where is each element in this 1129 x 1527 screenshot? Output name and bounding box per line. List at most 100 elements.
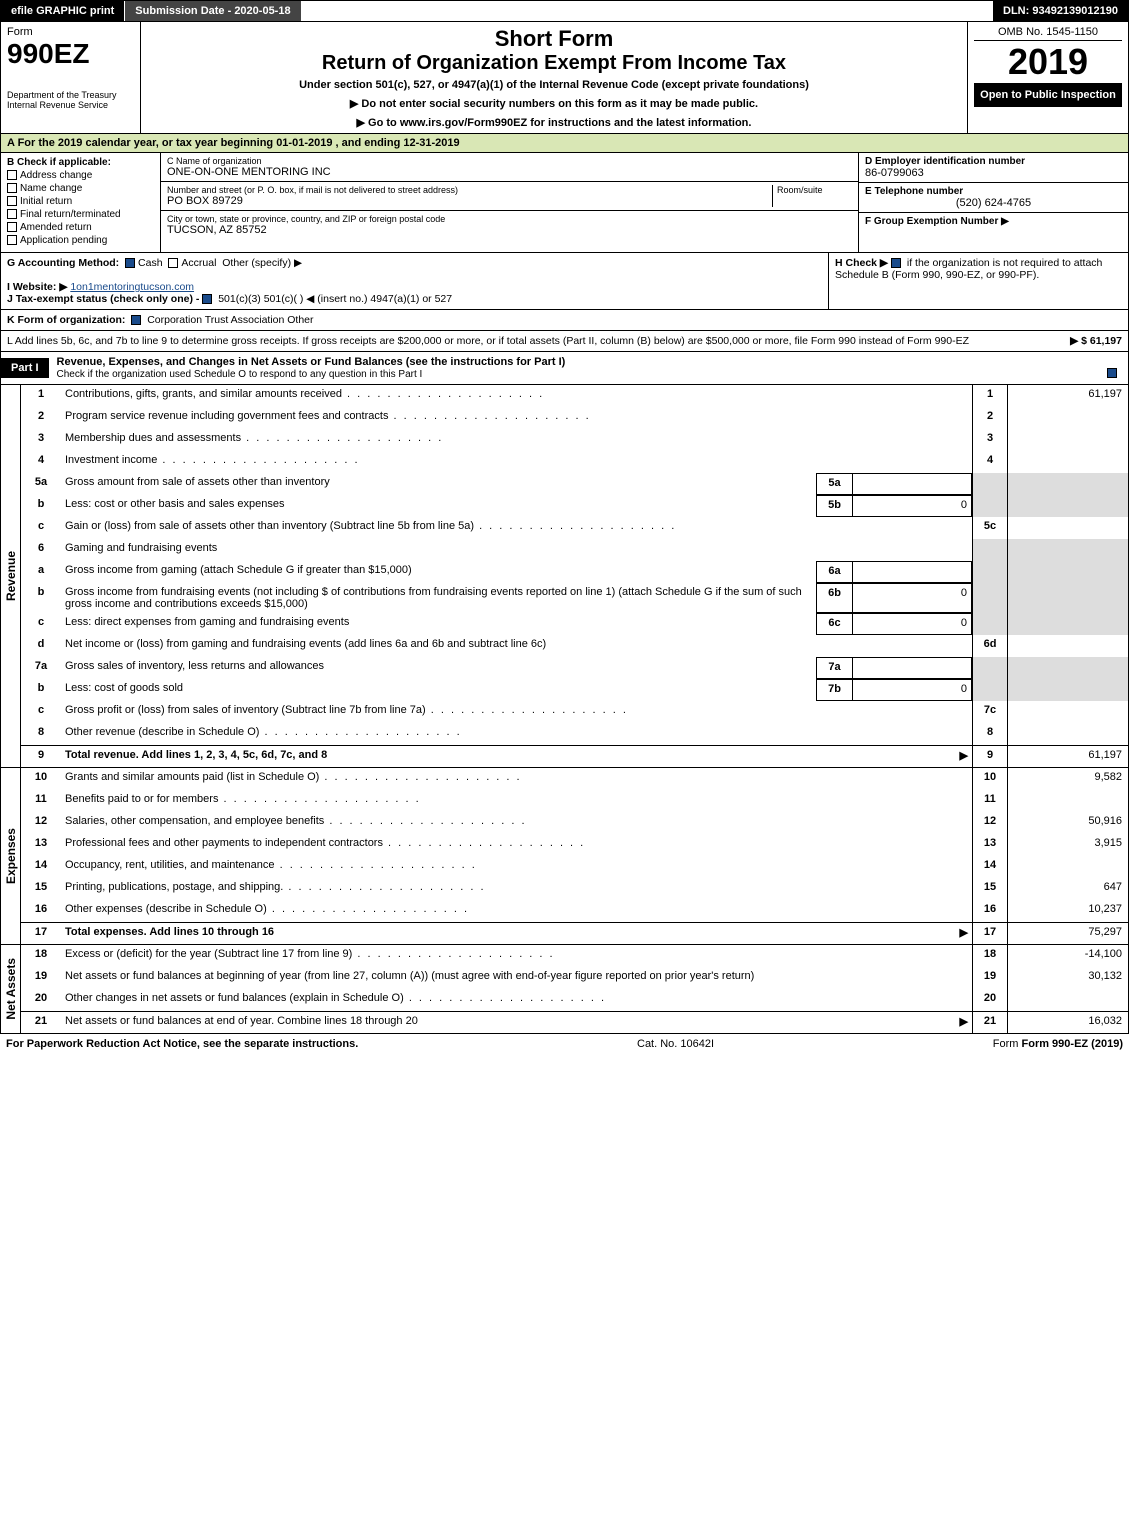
chk-application-pending[interactable]: Application pending xyxy=(7,235,154,246)
org-name: ONE-ON-ONE MENTORING INC xyxy=(167,166,852,178)
line-7b-val: 0 xyxy=(852,679,972,701)
chk-corporation[interactable] xyxy=(131,315,141,325)
box-k: K Form of organization: Corporation Trus… xyxy=(1,310,1128,331)
box-c: C Name of organization ONE-ON-ONE MENTOR… xyxy=(161,153,858,252)
line-9-desc: Total revenue. Add lines 1, 2, 3, 4, 5c,… xyxy=(61,746,972,767)
line-11-desc: Benefits paid to or for members xyxy=(61,790,972,812)
line-5c-desc: Gain or (loss) from sale of assets other… xyxy=(61,517,972,539)
gh-row: G Accounting Method: Cash Accrual Other … xyxy=(0,253,1129,310)
netassets-section: Net Assets 18Excess or (deficit) for the… xyxy=(1,945,1128,1033)
chk-address-change[interactable]: Address change xyxy=(7,170,154,181)
box-c-name-label: C Name of organization xyxy=(167,156,852,166)
line-16-val: 10,237 xyxy=(1008,900,1128,922)
line-17-desc: Total expenses. Add lines 10 through 16 … xyxy=(61,923,972,944)
line-13-desc: Professional fees and other payments to … xyxy=(61,834,972,856)
phone: (520) 624-4765 xyxy=(865,197,1122,209)
irs-label: Internal Revenue Service xyxy=(7,100,134,110)
line-16-desc: Other expenses (describe in Schedule O) xyxy=(61,900,972,922)
box-f-label: F Group Exemption Number ▶ xyxy=(865,216,1122,227)
line-21-desc: Net assets or fund balances at end of ye… xyxy=(61,1012,972,1033)
line-6a-val xyxy=(852,561,972,583)
line-6b-val: 0 xyxy=(852,583,972,613)
gross-receipts: ▶ $ 61,197 xyxy=(1070,335,1122,347)
box-c-addr-label: Number and street (or P. O. box, if mail… xyxy=(167,185,772,195)
line-12-val: 50,916 xyxy=(1008,812,1128,834)
cat-no: Cat. No. 10642I xyxy=(637,1038,714,1050)
right-header-cell: OMB No. 1545-1150 2019 Open to Public In… xyxy=(968,22,1128,133)
chk-schedule-b[interactable] xyxy=(891,258,901,268)
line-1-val: 61,197 xyxy=(1008,385,1128,407)
line-4-val xyxy=(1008,451,1128,473)
box-c-city-label: City or town, state or province, country… xyxy=(167,214,852,224)
line-18-val: -14,100 xyxy=(1008,945,1128,967)
expenses-section: Expenses 10Grants and similar amounts pa… xyxy=(1,768,1128,945)
expenses-label: Expenses xyxy=(1,768,21,944)
line-7c-desc: Gross profit or (loss) from sales of inv… xyxy=(61,701,972,723)
netassets-label: Net Assets xyxy=(1,945,21,1033)
line-2-desc: Program service revenue including govern… xyxy=(61,407,972,429)
chk-final-return[interactable]: Final return/terminated xyxy=(7,209,154,220)
website-link[interactable]: 1on1mentoringtucson.com xyxy=(70,281,194,293)
line-8-val xyxy=(1008,723,1128,745)
line-5b-desc: Less: cost or other basis and sales expe… xyxy=(61,495,816,517)
chk-accrual[interactable] xyxy=(168,258,178,268)
dept-label: Department of the Treasury xyxy=(7,90,134,100)
pra-notice: For Paperwork Reduction Act Notice, see … xyxy=(6,1038,358,1050)
topbar-spacer xyxy=(301,1,993,21)
tax-year-line: A For the 2019 calendar year, or tax yea… xyxy=(0,134,1129,153)
line-3-desc: Membership dues and assessments xyxy=(61,429,972,451)
line-15-desc: Printing, publications, postage, and shi… xyxy=(61,878,972,900)
line-21-val: 16,032 xyxy=(1008,1012,1128,1033)
lines-area: Revenue 1Contributions, gifts, grants, a… xyxy=(0,385,1129,1034)
chk-cash[interactable] xyxy=(125,258,135,268)
box-def: D Employer identification number 86-0799… xyxy=(858,153,1128,252)
open-public: Open to Public Inspection xyxy=(974,83,1122,107)
line-6c-val: 0 xyxy=(852,613,972,635)
form-number: 990EZ xyxy=(7,38,134,70)
tax-year: 2019 xyxy=(974,41,1122,83)
line-3-val xyxy=(1008,429,1128,451)
line-8-desc: Other revenue (describe in Schedule O) xyxy=(61,723,972,745)
line-6d-desc: Net income or (loss) from gaming and fun… xyxy=(61,635,972,657)
under-section: Under section 501(c), 527, or 4947(a)(1)… xyxy=(147,79,961,91)
line-7b-desc: Less: cost of goods sold xyxy=(61,679,816,701)
form-label: Form xyxy=(7,26,134,38)
line-15-val: 647 xyxy=(1008,878,1128,900)
line-20-desc: Other changes in net assets or fund bala… xyxy=(61,989,972,1011)
info-grid: B Check if applicable: Address change Na… xyxy=(0,153,1129,253)
line-6c-desc: Less: direct expenses from gaming and fu… xyxy=(61,613,816,635)
chk-amended-return[interactable]: Amended return xyxy=(7,222,154,233)
line-7a-desc: Gross sales of inventory, less returns a… xyxy=(61,657,816,679)
submission-date: Submission Date - 2020-05-18 xyxy=(125,1,300,21)
form-header: Form 990EZ Department of the Treasury In… xyxy=(0,22,1129,134)
efile-print-button[interactable]: efile GRAPHIC print xyxy=(1,1,125,21)
chk-initial-return[interactable]: Initial return xyxy=(7,196,154,207)
box-h: H Check ▶ if the organization is not req… xyxy=(828,253,1128,309)
box-g: G Accounting Method: Cash Accrual Other … xyxy=(1,253,828,309)
part1-title: Revenue, Expenses, and Changes in Net As… xyxy=(49,352,1128,384)
line-6a-desc: Gross income from gaming (attach Schedul… xyxy=(61,561,816,583)
box-b-label: B Check if applicable: xyxy=(7,157,154,168)
line-6d-val xyxy=(1008,635,1128,657)
revenue-section: Revenue 1Contributions, gifts, grants, a… xyxy=(1,385,1128,768)
goto-note: ▶ Go to www.irs.gov/Form990EZ for instru… xyxy=(147,116,961,129)
part1-tag: Part I xyxy=(1,358,49,378)
form-rev: Form Form 990-EZ (2019) xyxy=(993,1038,1123,1050)
kl-row: K Form of organization: Corporation Trus… xyxy=(0,310,1129,352)
omb-number: OMB No. 1545-1150 xyxy=(974,26,1122,41)
line-17-val: 75,297 xyxy=(1008,923,1128,944)
chk-schedule-o[interactable] xyxy=(1107,368,1117,378)
chk-name-change[interactable]: Name change xyxy=(7,183,154,194)
line-5a-desc: Gross amount from sale of assets other t… xyxy=(61,473,816,495)
line-10-val: 9,582 xyxy=(1008,768,1128,790)
footer: For Paperwork Reduction Act Notice, see … xyxy=(0,1034,1129,1054)
line-6-desc: Gaming and fundraising events xyxy=(61,539,972,561)
org-city: TUCSON, AZ 85752 xyxy=(167,224,852,236)
box-l: L Add lines 5b, 6c, and 7b to line 9 to … xyxy=(1,331,1128,351)
line-13-val: 3,915 xyxy=(1008,834,1128,856)
line-20-val xyxy=(1008,989,1128,1011)
chk-501c3[interactable] xyxy=(202,294,212,304)
line-6b-desc: Gross income from fundraising events (no… xyxy=(61,583,816,613)
box-e-label: E Telephone number xyxy=(865,186,1122,197)
line-5b-val: 0 xyxy=(852,495,972,517)
